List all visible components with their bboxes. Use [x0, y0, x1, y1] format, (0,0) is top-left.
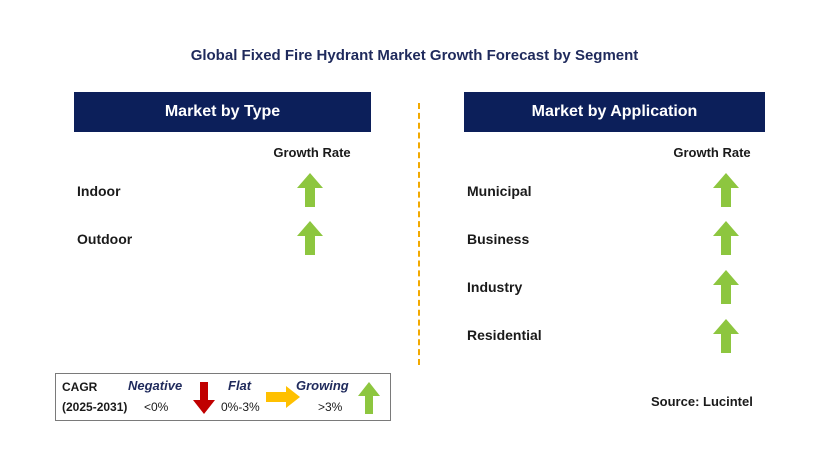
row-label-business: Business	[467, 231, 530, 247]
legend-cagr-label: CAGR	[62, 380, 98, 394]
right-arrow-icon	[266, 386, 300, 413]
legend-flat-range: 0%-3%	[221, 400, 260, 414]
legend-growing-label: Growing	[296, 378, 349, 393]
growth-rate-header-application: Growth Rate	[673, 145, 751, 160]
legend-period: (2025-2031)	[62, 400, 128, 414]
cagr-legend: CAGR (2025-2031) Negative <0% Flat 0%-3%…	[55, 373, 391, 421]
row-label-municipal: Municipal	[467, 183, 532, 199]
up-arrow-icon	[713, 221, 739, 255]
up-arrow-icon	[713, 270, 739, 304]
row-label-outdoor: Outdoor	[77, 231, 133, 247]
down-arrow-icon	[193, 382, 215, 419]
up-arrow-icon	[297, 221, 323, 255]
legend-negative-range: <0%	[144, 400, 169, 414]
panel-divider	[418, 103, 420, 365]
row-label-indoor: Indoor	[77, 183, 121, 199]
row-label-residential: Residential	[467, 327, 542, 343]
up-arrow-icon	[713, 319, 739, 353]
up-arrow-icon	[713, 173, 739, 207]
panel-type-header: Market by Type	[74, 92, 371, 132]
up-arrow-icon	[297, 173, 323, 207]
legend-negative-label: Negative	[128, 378, 183, 393]
source-note: Source: Lucintel	[651, 394, 753, 409]
growth-rate-header-type: Growth Rate	[273, 145, 351, 160]
panel-application-header: Market by Application	[464, 92, 765, 132]
chart-title: Global Fixed Fire Hydrant Market Growth …	[190, 47, 639, 64]
legend-growing-range: >3%	[318, 400, 343, 414]
row-label-industry: Industry	[467, 279, 523, 295]
up-arrow-icon	[358, 382, 380, 419]
legend-flat-label: Flat	[228, 378, 252, 393]
